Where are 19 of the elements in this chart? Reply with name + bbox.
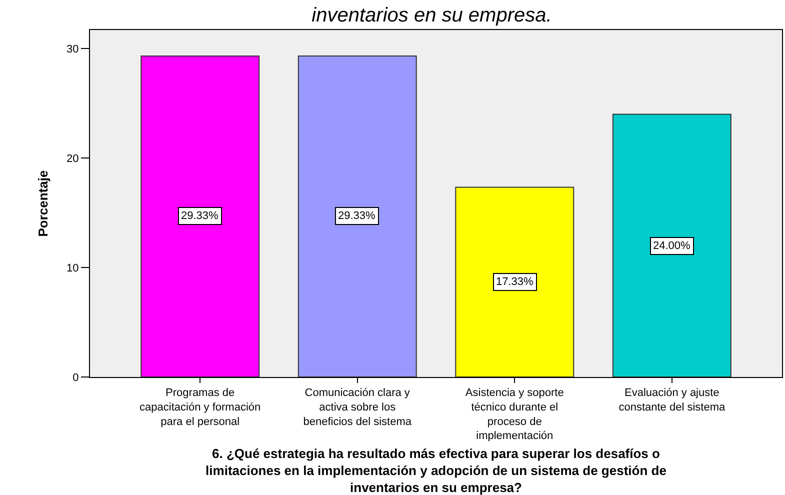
y-tick-label: 10 bbox=[66, 262, 79, 274]
x-tick-label: Programas de capacitación y formación para el personal bbox=[140, 387, 261, 428]
y-tick-label: 30 bbox=[66, 43, 79, 56]
x-axis-title: 6. ¿Qué estrategia ha resultado más efectiva para superar los desafíos o limitaciones en la implementación y adopción de un sistema de gestión de inventarios en su empresa? bbox=[206, 446, 666, 495]
chart-title: inventarios en su empresa. bbox=[312, 4, 552, 26]
y-axis-title: Porcentaje bbox=[36, 170, 50, 237]
bar bbox=[298, 55, 417, 377]
bar bbox=[612, 114, 732, 377]
data-label: 24.00% bbox=[653, 240, 691, 252]
bar bbox=[140, 55, 260, 377]
data-label: 29.33% bbox=[338, 210, 376, 222]
x-tick-label: Evaluación y ajuste constante del sistema bbox=[618, 387, 726, 414]
x-tick-label: Comunicación clara y activa sobre los beneficios del sistema bbox=[303, 387, 412, 428]
data-label: 29.33% bbox=[181, 210, 219, 222]
data-label: 17.33% bbox=[496, 276, 534, 288]
x-tick-label: Asistencia y soporte técnico durante el proceso de implementación bbox=[465, 387, 564, 442]
bar bbox=[455, 186, 574, 377]
y-tick-label: 20 bbox=[66, 152, 79, 165]
y-tick-label: 0 bbox=[72, 372, 79, 384]
